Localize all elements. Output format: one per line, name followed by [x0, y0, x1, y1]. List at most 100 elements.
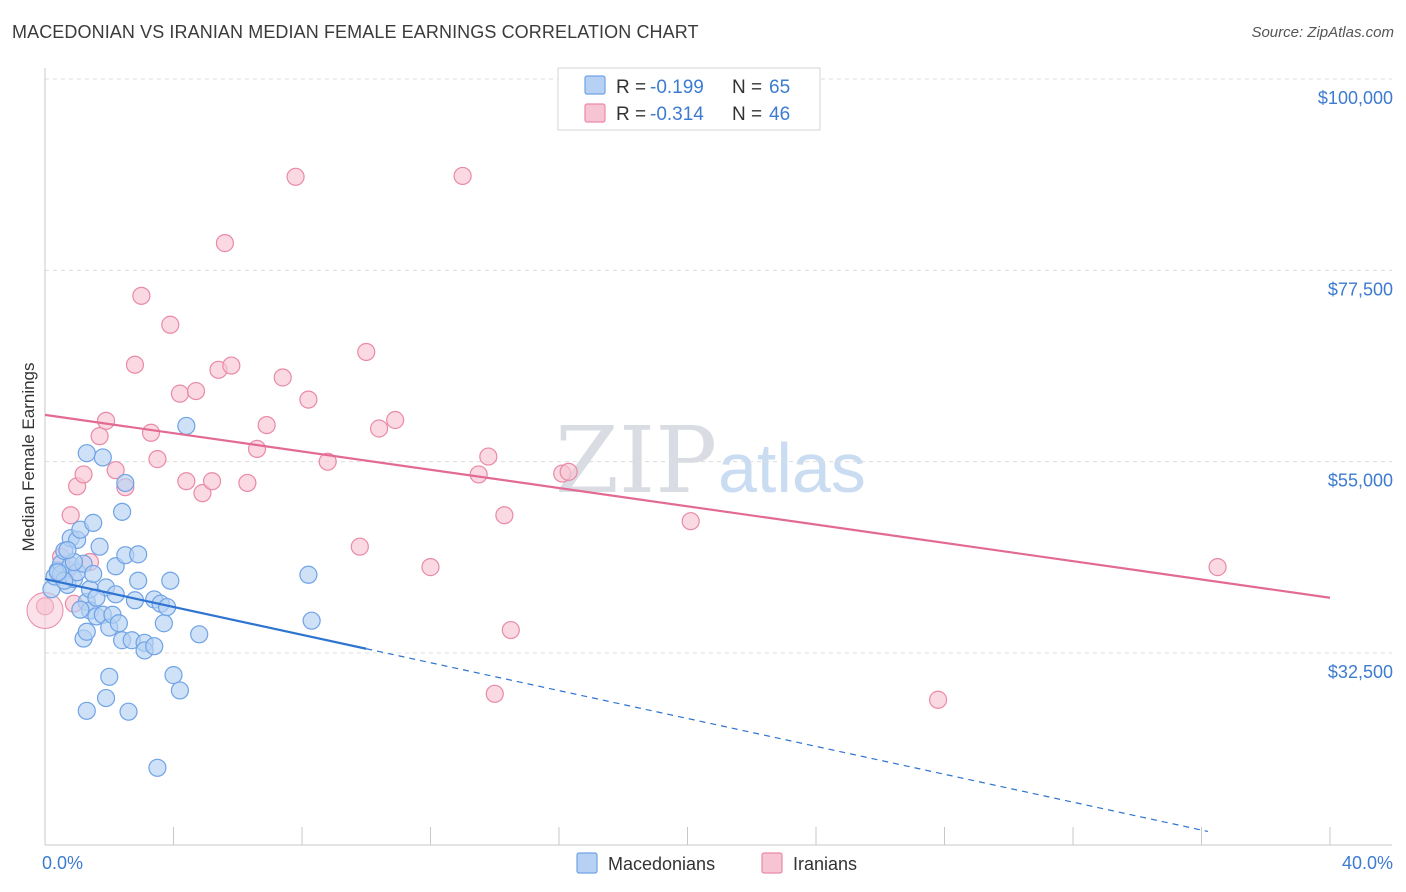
watermark-zip: ZIP — [555, 407, 717, 514]
macedonians-point — [77, 701, 96, 720]
iranians-point — [222, 356, 241, 375]
source-label: Source: ZipAtlas.com — [1251, 24, 1394, 41]
axes — [44, 68, 1392, 846]
macedonians-point — [71, 600, 90, 619]
iranians-point — [193, 484, 212, 503]
macedonians-point — [129, 571, 148, 590]
trend-lines — [44, 413, 1331, 833]
legend-bottom-label-iranians: Iranians — [793, 854, 857, 874]
iranians-point — [370, 419, 389, 438]
macedonians-point — [84, 564, 103, 584]
iranians-point — [96, 411, 116, 430]
legend-r-label: R = — [616, 104, 646, 125]
legend-bottom-swatch-iranians — [761, 852, 783, 874]
macedonians-trend-extension — [366, 648, 1209, 833]
macedonians-point — [84, 513, 103, 532]
iranians-point — [170, 384, 190, 403]
iranians-point — [357, 342, 376, 362]
y-tick-label: $100,000 — [1318, 88, 1393, 108]
legend-swatch-iranians — [584, 103, 606, 123]
y-tick-label: $55,000 — [1328, 471, 1393, 491]
iranians-point — [125, 355, 145, 374]
iranians-point — [238, 473, 257, 493]
legend-bottom: Macedonians Iranians — [576, 852, 857, 874]
iranians-point — [318, 452, 337, 471]
iranians-point — [928, 690, 948, 709]
iranians-point — [26, 591, 64, 629]
iranians-point — [559, 462, 578, 481]
macedonians-point — [109, 614, 128, 633]
iranians-point — [161, 315, 180, 334]
legend-n-value: 65 — [769, 77, 790, 98]
iranians-point — [247, 439, 267, 459]
iranians-trend-line — [44, 413, 1331, 599]
legend-bottom-swatch-macedonians — [576, 852, 598, 874]
iranians-point — [273, 368, 292, 387]
legend-top: R = -0.199 N = 65 R = -0.314 N = 46 — [557, 67, 821, 131]
iranians-point — [186, 381, 206, 401]
macedonians-point — [116, 473, 135, 493]
macedonians-point — [299, 565, 318, 584]
macedonians-point — [119, 702, 138, 721]
chart-title: MACEDONIAN VS IRANIAN MEDIAN FEMALE EARN… — [12, 22, 699, 42]
iranians-point — [350, 537, 369, 556]
macedonians-point — [302, 611, 321, 630]
macedonians-point — [58, 541, 77, 560]
watermark-atlas: atlas — [718, 429, 866, 507]
macedonians-point — [48, 563, 67, 582]
macedonians-point — [77, 444, 96, 463]
iranians-point — [469, 465, 488, 484]
iranians-point — [421, 558, 440, 577]
macedonians-point — [190, 625, 209, 644]
iranians-point — [485, 684, 504, 703]
iranians-point — [215, 234, 234, 253]
iranians-point — [299, 390, 318, 409]
legend-n-value: 46 — [769, 104, 790, 125]
macedonians-point — [177, 416, 196, 436]
iranians-point — [106, 461, 125, 480]
macedonians-point — [112, 502, 132, 521]
iranians-point — [148, 450, 167, 469]
macedonians-point — [154, 614, 173, 633]
macedonians-point — [148, 758, 167, 777]
macedonians-point — [164, 666, 183, 685]
macedonians-point — [129, 545, 148, 564]
y-tick-label: $32,500 — [1328, 662, 1393, 682]
legend-swatch-macedonians — [584, 75, 606, 95]
legend-r-value: -0.199 — [650, 77, 704, 98]
iranians-point — [61, 506, 80, 525]
iranians-point — [501, 620, 520, 640]
macedonians-point — [90, 537, 109, 556]
iranians-point — [141, 423, 161, 442]
macedonians-point — [93, 448, 112, 467]
iranians-point — [74, 465, 93, 484]
macedonians-trend-line — [44, 577, 367, 650]
iranians-point — [286, 167, 305, 186]
y-tick-label: $77,500 — [1328, 279, 1393, 299]
watermark: ZIP atlas — [555, 407, 866, 514]
iranians-point — [453, 166, 472, 186]
macedonians-point — [96, 688, 116, 708]
iranians-point — [202, 472, 222, 491]
legend-bottom-label-macedonians: Macedonians — [608, 854, 715, 874]
gridlines — [45, 78, 1392, 654]
y-tick-labels: $32,500 $55,000 $77,500 $100,000 — [1318, 88, 1393, 682]
iranians-point — [681, 512, 700, 531]
iranians-point — [479, 447, 498, 466]
iranians-point — [132, 286, 151, 305]
iranians-point — [177, 472, 196, 491]
legend-r-value: -0.314 — [650, 104, 704, 125]
legend-r-label: R = — [616, 77, 646, 98]
iranians-point — [257, 416, 276, 435]
x-tick-label: 0.0% — [42, 853, 83, 873]
macedonians-point — [161, 571, 180, 590]
iranians-point — [495, 506, 514, 525]
iranians-point — [1208, 558, 1227, 577]
macedonians-point — [170, 681, 190, 700]
y-axis-title: Median Female Earnings — [19, 363, 38, 552]
macedonians-point — [100, 667, 119, 686]
macedonians-point — [77, 622, 96, 641]
iranians-point — [386, 410, 405, 430]
x-tick-labels: 0.0% 40.0% — [42, 853, 1393, 873]
